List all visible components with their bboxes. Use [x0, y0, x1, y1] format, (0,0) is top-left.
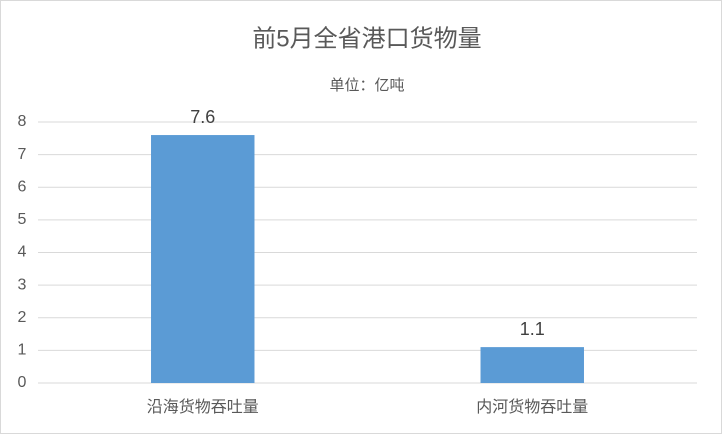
y-tick-label: 5 — [18, 211, 27, 228]
data-label: 1.1 — [520, 319, 545, 339]
y-tick-label: 1 — [18, 342, 27, 359]
chart-subtitle: 单位：亿吨 — [329, 77, 404, 94]
y-tick-label: 0 — [18, 374, 27, 391]
y-tick-label: 8 — [18, 113, 27, 130]
y-tick-label: 4 — [18, 244, 27, 261]
x-tick-label: 内河货物吞吐量 — [476, 398, 588, 416]
y-tick-label: 7 — [18, 146, 27, 163]
y-tick-label: 2 — [18, 309, 27, 326]
chart-title: 前5月全省港口货物量 — [252, 25, 481, 52]
x-tick-label: 沿海货物吞吐量 — [147, 398, 259, 416]
bar — [151, 135, 255, 383]
data-label: 7.6 — [190, 107, 215, 127]
y-tick-label: 3 — [18, 276, 27, 293]
y-tick-label: 6 — [18, 178, 27, 195]
bar — [480, 347, 584, 383]
